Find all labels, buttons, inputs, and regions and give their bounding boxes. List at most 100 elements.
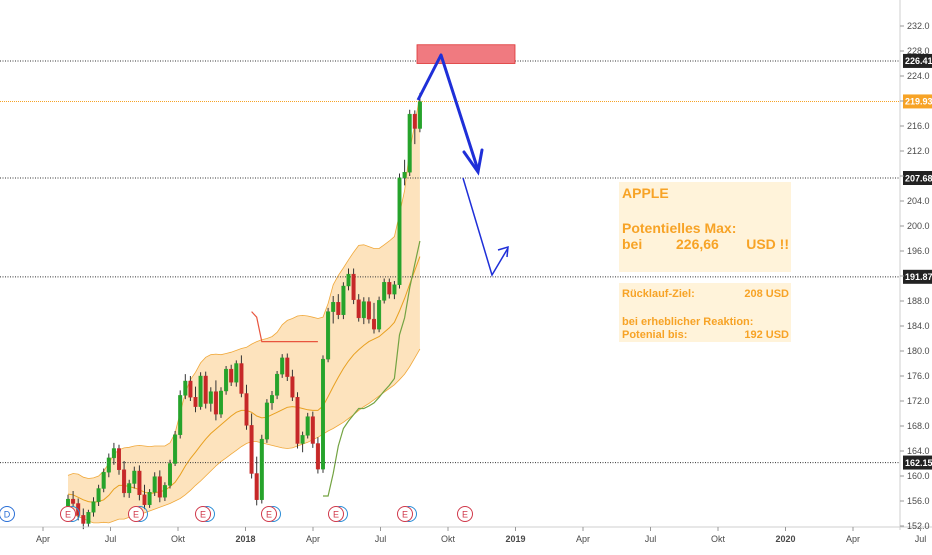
- x-tick-label: Apr: [846, 534, 860, 544]
- candle: [407, 109, 412, 176]
- price-tag-bg: [903, 53, 932, 68]
- candle-body: [387, 282, 392, 295]
- candle: [392, 281, 397, 300]
- candle-body: [71, 498, 76, 504]
- earnings-marker-circle: [397, 506, 413, 522]
- candle: [346, 268, 351, 291]
- candle-body: [218, 390, 223, 415]
- earnings-marker: E: [328, 506, 344, 522]
- candle: [402, 159, 407, 186]
- price-tag: 191.87: [903, 269, 932, 284]
- candle: [377, 296, 382, 333]
- candle-body: [417, 101, 422, 129]
- candle: [310, 411, 315, 448]
- y-tick-label: 184.0: [907, 321, 930, 331]
- price-tag-bg: [903, 269, 932, 284]
- candle-body: [213, 391, 218, 415]
- candle-body: [290, 376, 295, 398]
- price-tag: 219.93: [903, 94, 932, 109]
- candle-body: [229, 368, 234, 383]
- thin-arrow-head: [497, 245, 509, 258]
- candle: [71, 491, 76, 507]
- drawings-layer: [416, 44, 516, 277]
- x-tick-label: Okt: [441, 534, 456, 544]
- candle-body: [305, 416, 310, 436]
- price-tag-label: 191.87: [905, 272, 932, 282]
- candle-body: [234, 363, 239, 383]
- candle: [264, 399, 269, 443]
- note-title: APPLE: [622, 185, 669, 201]
- dividend-marker-label: D: [4, 510, 11, 520]
- candle-body: [147, 492, 152, 505]
- candle-body: [132, 470, 137, 484]
- earnings-marker-label: E: [462, 510, 468, 520]
- candle-body: [321, 358, 326, 470]
- middle-band-line: [67, 256, 421, 503]
- candle: [326, 307, 331, 363]
- trend-line-green: [323, 240, 421, 497]
- earnings-marker-label: E: [402, 510, 408, 520]
- target-zone: [416, 44, 516, 64]
- candle-body: [96, 488, 101, 502]
- candle: [305, 412, 310, 439]
- x-tick-label: Apr: [306, 534, 320, 544]
- upper-band-line: [67, 95, 421, 479]
- candle-body: [336, 302, 341, 315]
- x-tick-label: Okt: [711, 534, 726, 544]
- candle: [178, 390, 183, 439]
- candle-body: [254, 473, 259, 500]
- candle-body: [224, 368, 229, 392]
- candle: [366, 297, 371, 324]
- candle: [270, 391, 275, 410]
- note-target-label: Rücklauf-Ziel:: [622, 288, 695, 300]
- price-tag-label: 207.68: [905, 173, 932, 183]
- candle: [254, 456, 259, 506]
- candle-body: [264, 402, 269, 440]
- candle: [244, 384, 249, 430]
- candle-body: [162, 485, 167, 498]
- candle: [218, 387, 223, 418]
- band-fill: [68, 95, 420, 523]
- price-tag: 226.41: [903, 53, 932, 68]
- candle: [285, 353, 290, 381]
- candle: [331, 296, 336, 324]
- candle-body: [392, 284, 397, 295]
- candle-body: [356, 299, 361, 319]
- candle-body: [239, 363, 244, 394]
- note-reaction-label: bei erheblicher Reaktion:: [622, 316, 753, 328]
- x-tick-label: Apr: [576, 534, 590, 544]
- x-tick-label: Jul: [105, 534, 117, 544]
- candle: [203, 371, 208, 409]
- x-tick-label: 2018: [235, 534, 255, 544]
- earnings-marker: E: [128, 506, 144, 522]
- candle-body: [183, 380, 188, 396]
- candle: [412, 110, 417, 145]
- candle: [300, 431, 305, 453]
- candle: [351, 268, 356, 305]
- candle-body: [275, 373, 280, 396]
- candle-body: [372, 318, 377, 330]
- candle-body: [351, 273, 356, 300]
- note-max-prefix: bei: [622, 236, 642, 252]
- earnings-marker: E: [457, 506, 473, 522]
- note-max-suffix: USD !!: [746, 236, 789, 252]
- candle-body: [122, 469, 127, 494]
- candle: [183, 374, 188, 400]
- band-layer: [67, 95, 421, 524]
- earnings-marker-label: E: [65, 510, 71, 520]
- candle-body: [81, 515, 86, 524]
- note-potential-value: 192 USD: [744, 329, 789, 341]
- candle: [173, 431, 178, 466]
- candle-body: [178, 395, 183, 435]
- big-arrow: [416, 53, 480, 171]
- candle-body: [142, 494, 147, 505]
- candle: [208, 387, 213, 412]
- y-tick-label: 176.0: [907, 371, 930, 381]
- candle-body: [280, 357, 285, 375]
- candle-body: [377, 300, 382, 330]
- earnings-marker: E: [60, 506, 76, 522]
- candle: [239, 355, 244, 398]
- candle-body: [167, 463, 172, 486]
- candle: [122, 461, 127, 498]
